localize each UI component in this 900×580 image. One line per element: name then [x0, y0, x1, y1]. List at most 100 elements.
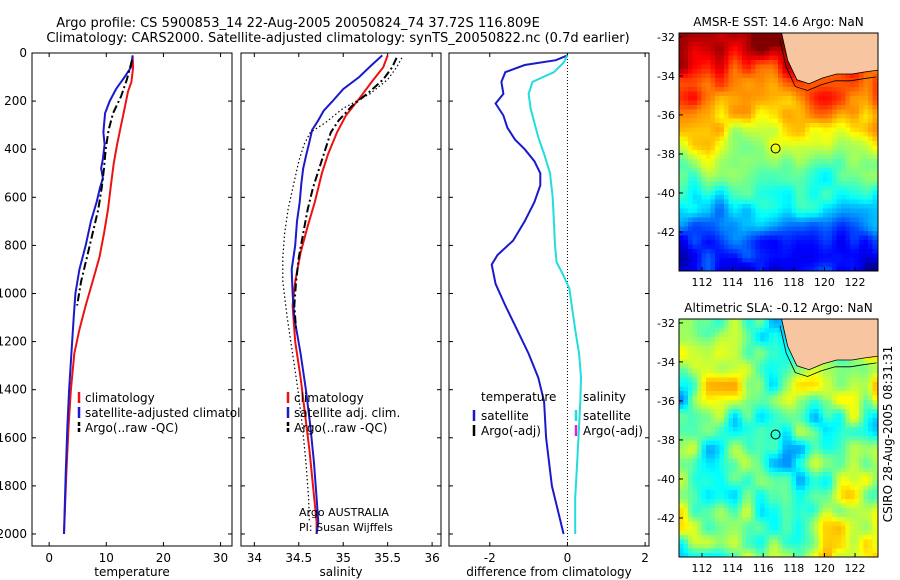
map-cell	[764, 213, 770, 218]
y-tick-label: 200	[4, 94, 27, 108]
map-cell	[719, 382, 725, 387]
map-cell	[854, 118, 860, 124]
map-cell	[791, 418, 797, 423]
map-cell	[697, 262, 702, 268]
map-cell	[769, 400, 774, 405]
map-cell	[688, 222, 693, 227]
map-cell	[872, 458, 878, 464]
map-cell	[688, 359, 693, 365]
map-cell	[719, 445, 725, 450]
map-cell	[773, 172, 779, 178]
map-cell	[706, 490, 711, 495]
map-cell	[863, 368, 869, 374]
map-cell	[697, 391, 702, 396]
map-cell	[769, 359, 774, 365]
map-cell	[728, 553, 734, 557]
map-cell	[805, 244, 810, 250]
map-cell	[832, 249, 837, 254]
map-cell	[737, 46, 743, 52]
map-cell	[755, 539, 761, 545]
map-cell	[832, 377, 837, 383]
map-cell	[737, 436, 743, 441]
map-cell	[841, 503, 846, 509]
map-cell	[697, 332, 702, 338]
map-cell	[688, 476, 693, 482]
map-cell	[854, 359, 860, 365]
map-cell	[719, 100, 725, 106]
map-cell	[841, 222, 846, 227]
map-cell	[854, 476, 860, 482]
map-cell	[706, 409, 711, 414]
map-cell	[715, 422, 720, 428]
map-cell	[746, 51, 752, 56]
map-cell	[692, 535, 698, 540]
map-cell	[872, 517, 878, 522]
map-cell	[769, 100, 774, 106]
map-cell	[710, 319, 716, 324]
map-cell	[755, 109, 761, 115]
map-cell	[809, 136, 815, 142]
map-cell	[773, 544, 779, 549]
map-cell	[692, 163, 698, 169]
map-cell	[805, 82, 810, 88]
map-cell	[728, 391, 734, 396]
map-cell	[683, 368, 689, 374]
map-cell	[778, 391, 783, 396]
map-cell	[679, 485, 684, 491]
map-cell	[751, 346, 756, 351]
map-cell	[751, 485, 756, 491]
map-cell	[845, 73, 851, 79]
map-cell	[746, 177, 752, 182]
map-cell	[832, 253, 837, 259]
map-cell	[872, 373, 878, 378]
map-cell	[746, 355, 752, 360]
map-cell	[764, 42, 770, 47]
map-cell	[742, 553, 747, 557]
map-cell	[697, 73, 702, 79]
map-cell	[859, 253, 864, 259]
map-cell	[854, 91, 860, 97]
map-cell	[742, 240, 747, 245]
map-cell	[832, 217, 837, 223]
map-cell	[850, 240, 855, 245]
map-cell	[701, 159, 707, 164]
map-cell	[872, 172, 878, 178]
map-cell	[737, 258, 743, 263]
map-cell	[832, 127, 837, 133]
map-cell	[805, 163, 810, 169]
map-cell	[751, 395, 756, 401]
argo-position-marker	[770, 429, 781, 440]
map-cell	[706, 355, 711, 360]
map-cell	[809, 431, 815, 437]
map-cell	[827, 168, 833, 173]
map-cell	[845, 481, 851, 486]
map-cell	[760, 553, 765, 557]
map-cell	[791, 181, 797, 187]
map-cell	[854, 431, 860, 437]
map-cell	[818, 141, 824, 146]
map-cell	[778, 449, 783, 455]
map-cell	[715, 240, 720, 245]
map-cell	[787, 359, 792, 365]
map-cell	[841, 109, 846, 115]
map-cell	[715, 127, 720, 133]
map-cell	[778, 235, 783, 241]
map-cell	[697, 323, 702, 329]
map-cell	[769, 386, 774, 392]
map-cell	[688, 177, 693, 182]
map-cell	[850, 105, 855, 110]
map-cell	[697, 42, 702, 47]
map-cell	[697, 404, 702, 410]
map-cell	[697, 159, 702, 164]
map-cell	[778, 109, 783, 115]
map-cell	[733, 60, 738, 65]
map-cell	[724, 440, 729, 446]
map-cell	[755, 490, 761, 495]
map-cell	[679, 127, 684, 133]
map-cell	[818, 431, 824, 437]
map-cell	[868, 400, 873, 405]
map-cell	[872, 521, 878, 527]
map-cell	[710, 82, 716, 88]
map-cell	[863, 472, 869, 477]
map-cell	[679, 337, 684, 342]
